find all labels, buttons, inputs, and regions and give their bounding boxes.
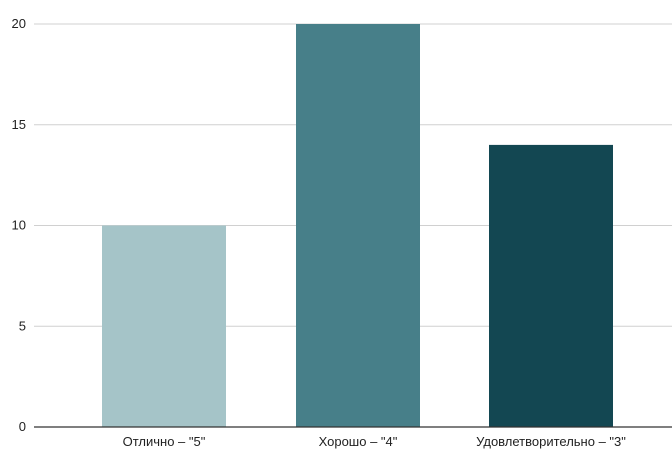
bar-2 [296, 24, 420, 427]
x-axis-labels: Отлично – "5" Хорошо – "4" Удовлетворитель… [123, 434, 627, 449]
x-category-label: Отлично – "5" [123, 434, 206, 449]
y-tick-label: 0 [19, 419, 26, 434]
y-axis-ticks: 0 5 10 15 20 [12, 16, 26, 434]
y-tick-label: 20 [12, 16, 26, 31]
bar-3 [489, 144, 613, 427]
y-tick-label: 10 [12, 218, 26, 233]
y-tick-label: 5 [19, 318, 26, 333]
x-category-label: Удовлетворительно – "3" [476, 434, 626, 449]
bars [102, 24, 613, 427]
x-category-label: Хорошо – "4" [319, 434, 398, 449]
bar-1 [102, 225, 226, 427]
y-tick-label: 15 [12, 117, 26, 132]
